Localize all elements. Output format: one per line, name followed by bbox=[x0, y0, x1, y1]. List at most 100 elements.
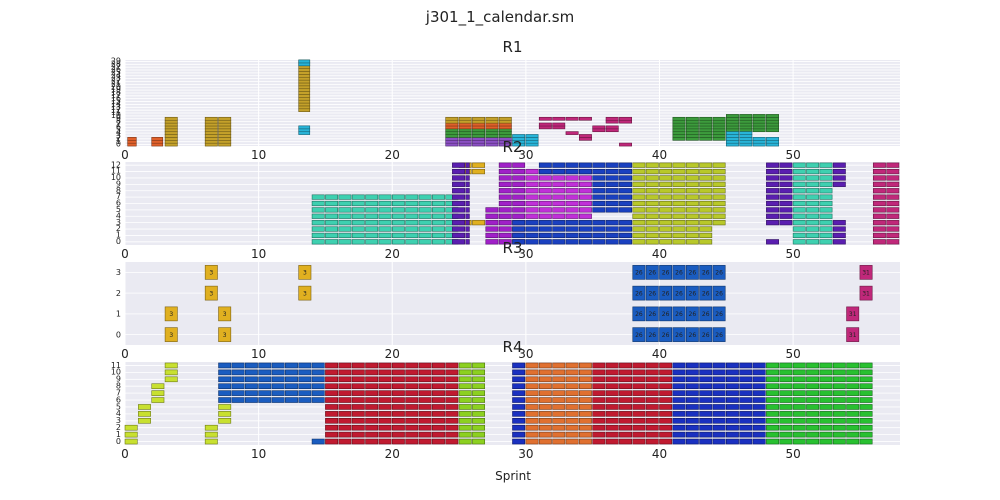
task-cell bbox=[712, 404, 726, 410]
task-cell bbox=[458, 411, 472, 417]
task-cell bbox=[699, 383, 713, 389]
task-cell bbox=[645, 376, 659, 383]
y-tick-label: 0 bbox=[116, 140, 121, 149]
task-cell bbox=[151, 397, 165, 403]
task-cell bbox=[452, 200, 465, 207]
task-cell bbox=[672, 200, 686, 207]
task-cell bbox=[886, 200, 900, 207]
task-cell bbox=[779, 404, 793, 410]
task-cell bbox=[872, 239, 886, 245]
task-label: 26 bbox=[675, 290, 683, 297]
task-cell bbox=[659, 188, 673, 194]
figure-title: j301_1_calendar.sm bbox=[425, 8, 574, 27]
task-cell bbox=[458, 383, 472, 389]
task-cell bbox=[538, 162, 552, 168]
task-cell bbox=[659, 162, 673, 168]
task-cell bbox=[445, 128, 459, 133]
task-cell bbox=[204, 431, 218, 438]
task-cell bbox=[525, 424, 539, 431]
task-cell bbox=[218, 122, 232, 127]
task-cell bbox=[365, 220, 379, 226]
task-cell bbox=[258, 362, 272, 369]
task-cell bbox=[445, 142, 459, 147]
x-tick-label: 30 bbox=[518, 148, 533, 162]
task-cell bbox=[204, 131, 218, 135]
task-cell bbox=[325, 404, 339, 410]
task-cell bbox=[418, 411, 432, 417]
task-cell bbox=[538, 220, 552, 226]
task-cell bbox=[859, 404, 873, 410]
y-tick-label: 7 bbox=[116, 192, 121, 201]
task-cell bbox=[298, 99, 311, 104]
task-cell bbox=[552, 116, 566, 121]
task-cell bbox=[538, 207, 552, 213]
task-cell bbox=[151, 383, 165, 389]
y-tick-label: 0 bbox=[116, 437, 121, 446]
task-cell bbox=[766, 142, 779, 147]
y-tick-label: 15 bbox=[111, 97, 121, 106]
task-cell bbox=[311, 207, 325, 213]
task-cell bbox=[405, 438, 419, 445]
task-cell bbox=[552, 404, 566, 410]
task-cell bbox=[405, 200, 419, 207]
task-cell bbox=[619, 162, 632, 168]
task-cell bbox=[552, 362, 566, 369]
task-cell bbox=[779, 369, 793, 376]
task-cell bbox=[832, 376, 846, 383]
y-tick-label: 1 bbox=[116, 231, 121, 240]
task-cell bbox=[512, 213, 526, 219]
task-label: 31 bbox=[862, 290, 870, 297]
task-cell bbox=[792, 239, 806, 245]
task-cell bbox=[579, 411, 592, 417]
task-cell bbox=[452, 181, 465, 187]
task-cell bbox=[231, 362, 245, 369]
task-cell bbox=[298, 94, 311, 98]
task-cell bbox=[298, 285, 312, 301]
task-cell bbox=[218, 125, 232, 130]
task-cell bbox=[592, 424, 606, 431]
task-cell bbox=[338, 404, 352, 410]
task-cell bbox=[472, 369, 486, 376]
task-cell bbox=[338, 239, 352, 245]
task-cell bbox=[365, 362, 379, 369]
y-tick-label: 17 bbox=[111, 91, 121, 100]
task-cell bbox=[565, 226, 579, 232]
task-cell bbox=[806, 369, 820, 376]
task-cell bbox=[432, 362, 445, 369]
task-cell bbox=[552, 376, 566, 383]
task-cell bbox=[498, 194, 512, 200]
task-cell bbox=[752, 424, 766, 431]
task-cell bbox=[164, 125, 178, 130]
task-label: 26 bbox=[702, 270, 710, 277]
task-cell bbox=[452, 168, 465, 175]
task-cell bbox=[351, 438, 365, 445]
task-cell bbox=[298, 128, 311, 133]
task-cell bbox=[725, 376, 739, 383]
task-cell bbox=[712, 128, 726, 133]
task-cell bbox=[619, 404, 632, 410]
task-cell bbox=[418, 194, 432, 200]
task-cell bbox=[445, 431, 459, 438]
task-cell bbox=[766, 362, 779, 369]
task-cell bbox=[378, 362, 392, 369]
task-cell bbox=[432, 397, 445, 403]
task-cell bbox=[605, 438, 619, 445]
task-cell bbox=[725, 369, 739, 376]
task-cell bbox=[538, 239, 552, 245]
task-cell bbox=[218, 116, 232, 121]
task-cell bbox=[685, 162, 699, 168]
y-tick-label: 13 bbox=[111, 102, 121, 111]
task-cell bbox=[592, 200, 606, 207]
task-cell bbox=[472, 134, 486, 138]
task-cell bbox=[766, 383, 779, 389]
task-cell bbox=[365, 390, 379, 396]
task-cell bbox=[552, 200, 566, 207]
task-cell bbox=[498, 131, 512, 135]
task-cell bbox=[832, 397, 846, 403]
task-cell bbox=[218, 376, 232, 383]
y-tick-label: 3 bbox=[116, 218, 121, 227]
task-cell bbox=[886, 220, 900, 226]
x-tick-label: 0 bbox=[121, 347, 129, 361]
task-cell bbox=[512, 207, 526, 213]
